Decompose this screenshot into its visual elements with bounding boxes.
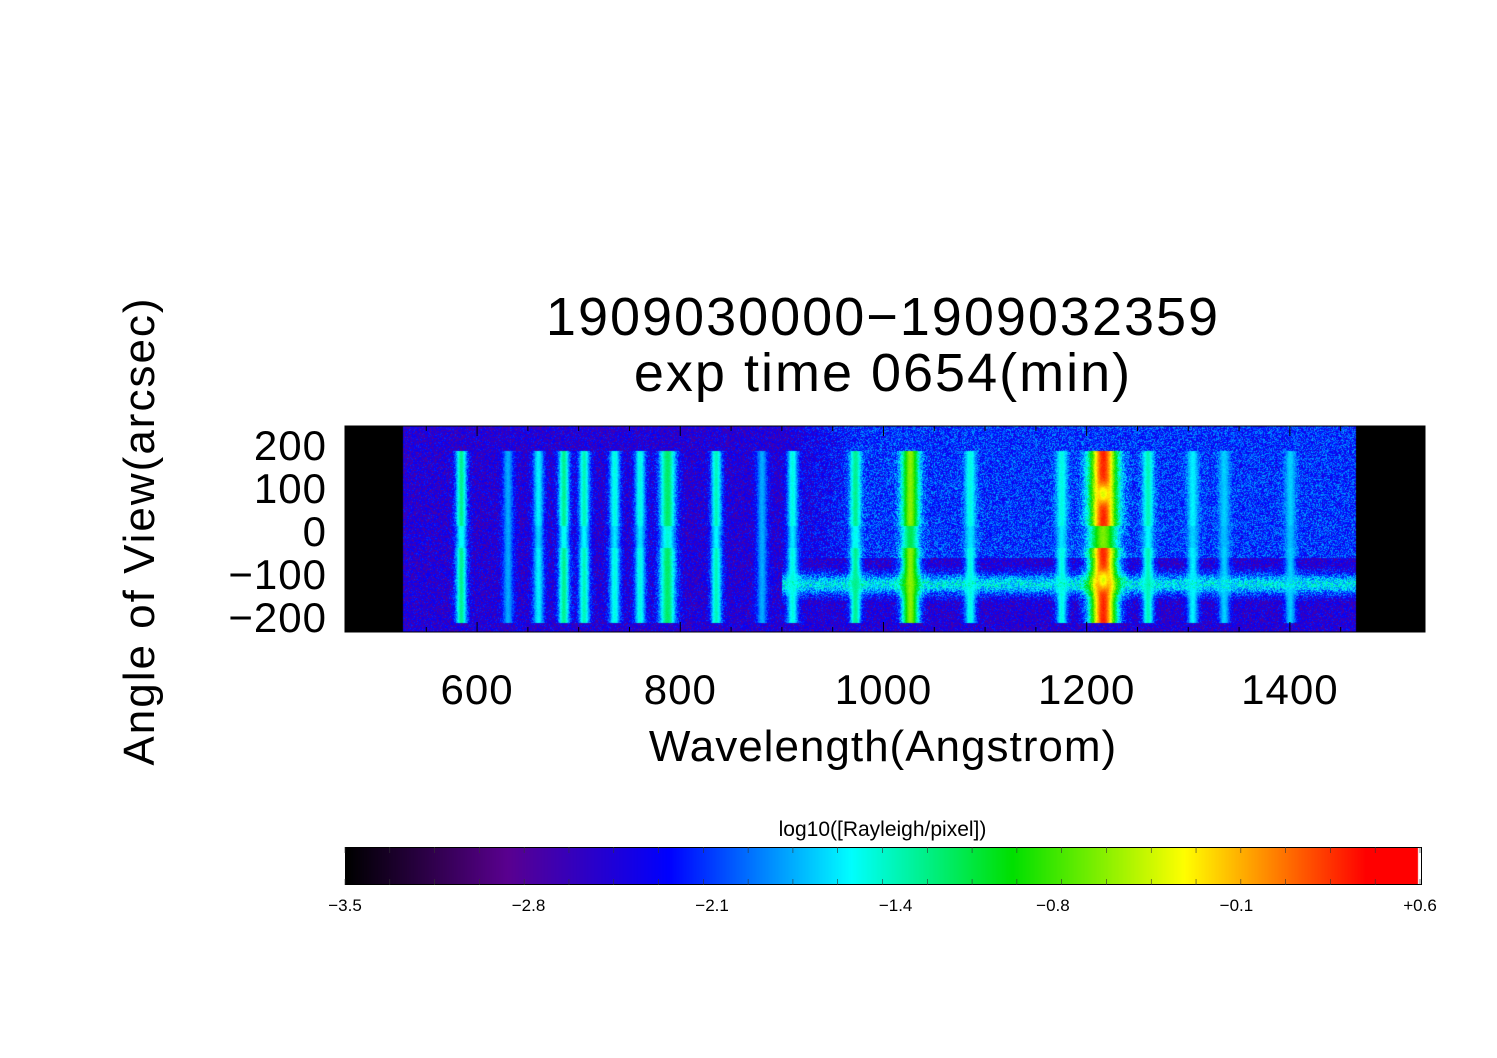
y-tick-label: 0: [302, 508, 327, 556]
plot-axes: [344, 425, 1426, 633]
colorbar-label: log10([Rayleigh/pixel]): [778, 818, 987, 841]
colorbar-ticks: [344, 847, 1421, 885]
chart-title-line-1: 1909030000−1909032359: [545, 287, 1221, 347]
colorbar-tick-label: −0.8: [1036, 896, 1070, 915]
colorbar-tick-label: −2.8: [511, 896, 546, 915]
x-tick-label: 1200: [1037, 666, 1136, 713]
plot-area: [344, 425, 1426, 633]
colorbar-tick-label: −3.5: [328, 896, 362, 915]
y-tick-label: −100: [228, 551, 327, 599]
x-tick-label: 600: [440, 666, 514, 713]
x-tick-label: 1400: [1241, 666, 1339, 713]
y-axis-label: Angle of View(arcsec): [115, 296, 164, 766]
colorbar: [345, 847, 1422, 885]
colorbar-tick-label: −0.1: [1219, 896, 1254, 915]
x-axis-label: Wavelength(Angstrom): [648, 722, 1118, 771]
colorbar-tick-label: +0.6: [1403, 896, 1437, 915]
colorbar-tick-label: −2.1: [695, 896, 729, 915]
colorbar-tick-label: −1.4: [878, 896, 913, 915]
y-tick-label: 200: [253, 421, 327, 469]
chart-title-line-2: exp time 0654(min): [633, 343, 1133, 403]
y-tick-label: 100: [253, 464, 327, 512]
x-tick-label: 800: [643, 666, 717, 713]
plot-frame: [344, 425, 1426, 633]
y-tick-label: −200: [228, 594, 327, 642]
spectrogram-heatmap: [345, 426, 1425, 632]
x-tick-label: 1000: [834, 666, 933, 713]
